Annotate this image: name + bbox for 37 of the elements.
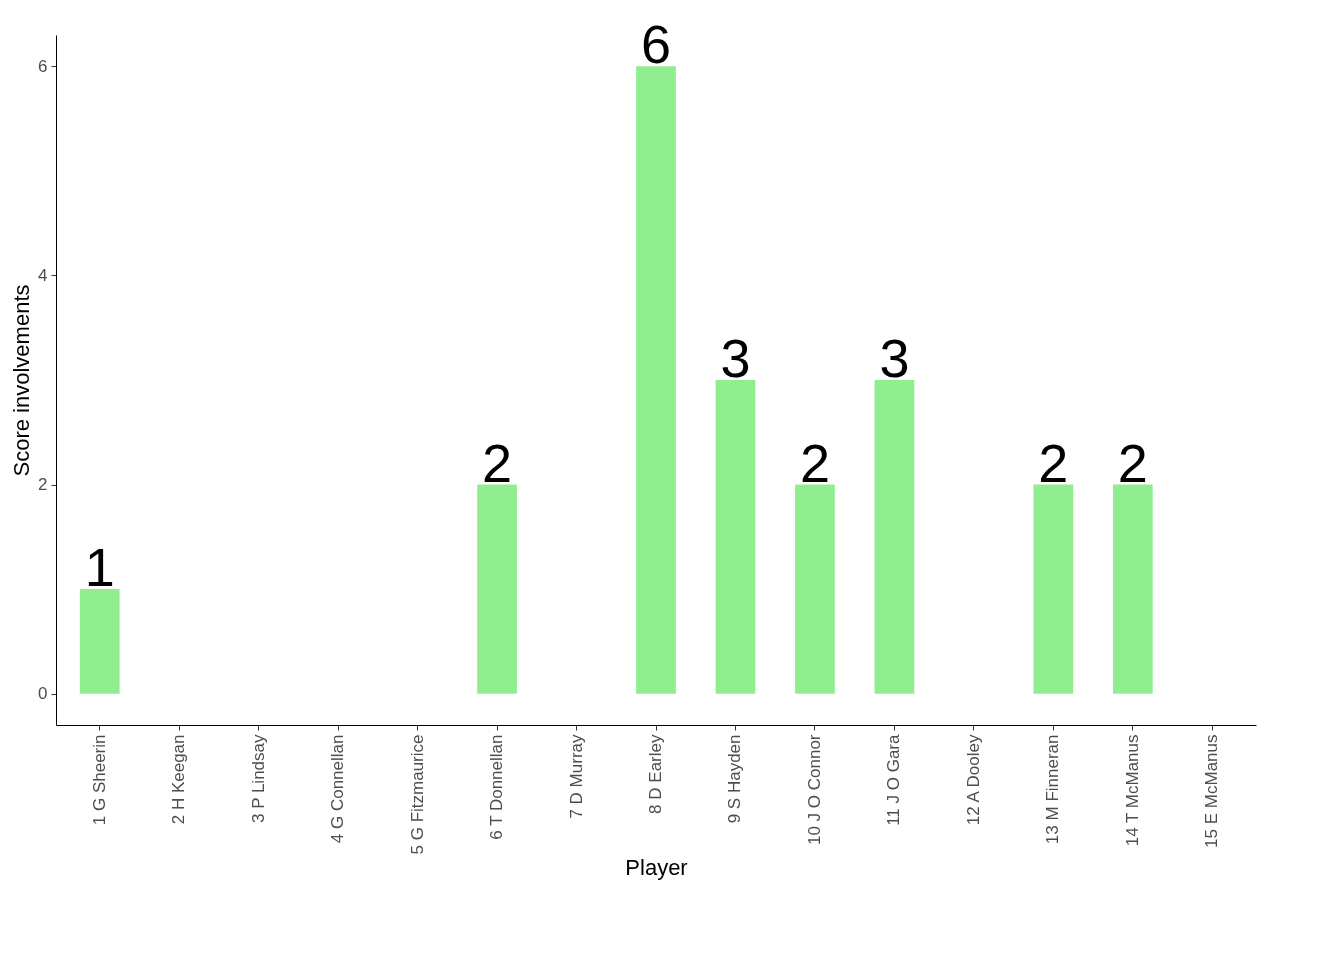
data-label: 3 [879, 328, 910, 388]
x-tick-label: 15 E McManus [1202, 734, 1222, 848]
x-tick-label: 11 J O Gara [884, 733, 904, 826]
y-tick-label: 2 [38, 475, 48, 495]
bar [477, 484, 517, 694]
data-label: 2 [482, 432, 513, 493]
data-label: 1 [84, 537, 115, 598]
data-label: 6 [640, 14, 672, 75]
x-tick-label: 1 G Sheerin [89, 734, 109, 826]
y-tick-label: 6 [38, 56, 48, 76]
bar [874, 380, 915, 694]
bar [636, 66, 676, 694]
x-tick-label: 12 A Dooley [963, 734, 983, 826]
x-tick-label: 5 G Fitzmaurice [407, 734, 427, 855]
x-axis-title: Player [625, 855, 688, 881]
x-tick-label: 9 S Hayden [725, 734, 745, 824]
y-axis-title: Score involvements [9, 284, 35, 477]
bar [795, 484, 835, 694]
x-tick-label: 6 T Donnellan [487, 734, 507, 840]
data-label: 2 [1117, 432, 1148, 493]
bar [79, 589, 120, 694]
bar [1033, 484, 1074, 694]
bar [715, 380, 756, 694]
x-tick-label: 13 M Finneran [1043, 734, 1063, 845]
x-tick-label: 8 D Earley [646, 734, 665, 814]
bar [1112, 484, 1153, 694]
data-label: 2 [799, 432, 830, 493]
y-tick-label: 0 [38, 684, 48, 704]
x-tick-label: 7 D Murray [566, 734, 586, 819]
y-tick-label: 4 [38, 265, 48, 285]
x-tick-label: 14 T McManus [1122, 734, 1142, 847]
x-tick-label: 4 G Connellan [328, 734, 348, 844]
data-label: 2 [1038, 432, 1069, 493]
x-tick-label: 2 H Keegan [169, 734, 189, 825]
x-tick-label: 3 P Lindsay [248, 734, 268, 824]
x-tick-label: 10 J O Connor [804, 734, 824, 846]
data-label: 3 [720, 328, 751, 388]
